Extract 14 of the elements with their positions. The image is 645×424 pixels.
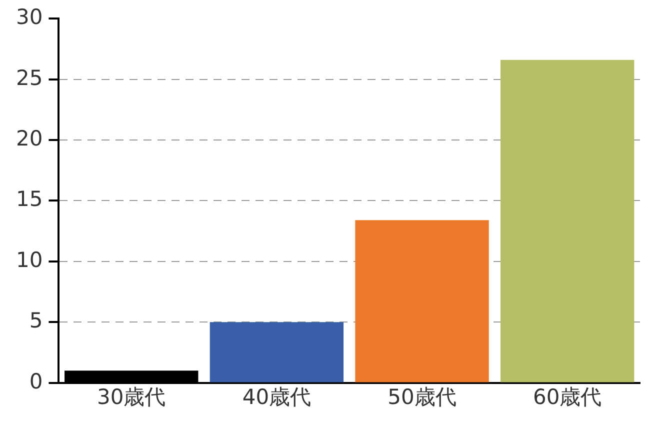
bar [500, 60, 634, 382]
x-tick-label: 30歳代 [97, 384, 166, 409]
bar [210, 322, 344, 382]
x-tick-label: 40歳代 [242, 384, 312, 409]
bar [355, 220, 489, 382]
y-tick-label: 25 [16, 66, 43, 90]
y-tick-label: 15 [16, 187, 43, 212]
y-tick-label: 5 [29, 308, 43, 333]
y-tick-label: 30 [16, 5, 43, 30]
y-tick-label: 10 [16, 248, 43, 272]
y-tick-label: 20 [16, 126, 43, 150]
x-tick-label: 60歳代 [532, 384, 602, 409]
x-tick-label: 50歳代 [388, 384, 456, 409]
y-tick-label: 0 [29, 369, 43, 394]
